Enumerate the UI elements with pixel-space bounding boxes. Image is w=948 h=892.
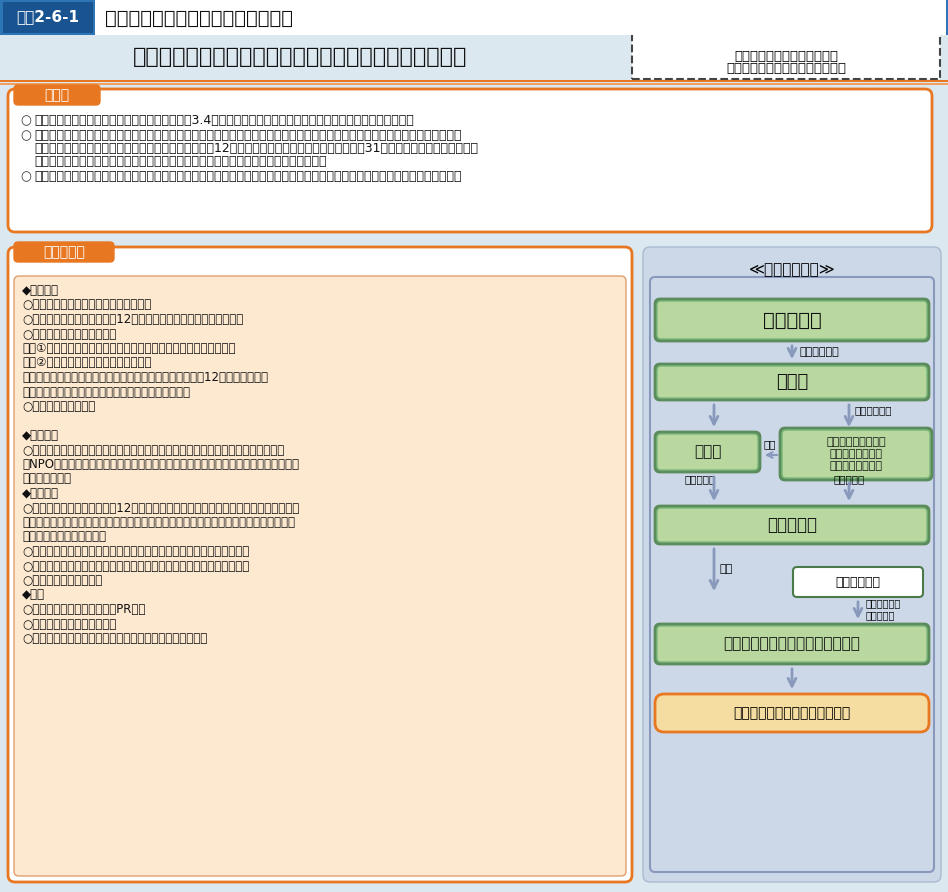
FancyBboxPatch shape <box>8 247 632 882</box>
FancyBboxPatch shape <box>650 277 934 872</box>
Text: ハローワーク: ハローワーク <box>835 575 881 589</box>
Text: 令和４年度以降も、住民の帰還が順次進捗し、帰還等を契機に、こうした避難者や被災後長期的に不安定な雇用状態にあった方: 令和４年度以降も、住民の帰還が順次進捗し、帰還等を契機に、こうした避難者や被災後… <box>34 129 462 142</box>
Text: ○: ○ <box>20 170 31 183</box>
FancyBboxPatch shape <box>793 567 923 597</box>
Text: 福島県: 福島県 <box>694 444 721 459</box>
FancyBboxPatch shape <box>782 430 930 478</box>
Text: 交付金の交付: 交付金の交付 <box>800 347 840 357</box>
Text: ており、帰還者の地元での雇用機会が十分に確保されているとはいえない状況にある。: ており、帰還者の地元での雇用機会が十分に確保されているとはいえない状況にある。 <box>34 155 326 168</box>
Text: ○実施地域：原子力災害被災12市町村及びその出張所等所在自治体: ○実施地域：原子力災害被災12市町村及びその出張所等所在自治体 <box>22 313 244 326</box>
Text: 令和４年度予算額　制度要求: 令和４年度予算額 制度要求 <box>734 49 838 62</box>
Text: ○: ○ <box>20 129 31 142</box>
Text: 事業を委託: 事業を委託 <box>684 474 716 484</box>
Text: 図表2-6-1: 図表2-6-1 <box>16 10 80 24</box>
Text: 趣　旨: 趣 旨 <box>45 88 69 102</box>
Text: ○次の安定雇用への円滑な移行につながる人材育成を併せて実施する。: ○次の安定雇用への円滑な移行につながる人材育成を併せて実施する。 <box>22 545 249 558</box>
FancyBboxPatch shape <box>14 242 114 262</box>
Text: 長引く原子力災害の影響により、依然として約3.4万人の被災者が福島県の内外に避難する状況が続いている。: 長引く原子力災害の影響により、依然として約3.4万人の被災者が福島県の内外に避難… <box>34 114 413 127</box>
Text: 安定を図る。: 安定を図る。 <box>22 473 71 485</box>
Text: 福　島　県　被　災　求　職　者: 福 島 県 被 災 求 職 者 <box>723 637 861 651</box>
Text: 災害対応雇用支援事業以外の仕事に就いていない者: 災害対応雇用支援事業以外の仕事に就いていない者 <box>22 385 190 399</box>
Text: 原子力災害被災１２
市町村及びその出
張所等所在自治体: 原子力災害被災１２ 市町村及びその出 張所等所在自治体 <box>827 436 885 471</box>
FancyBboxPatch shape <box>780 428 932 480</box>
Text: ない事業を対象とする。: ない事業を対象とする。 <box>22 531 106 543</box>
Text: ○: ○ <box>20 114 31 127</box>
Text: 雇用: 雇用 <box>720 564 733 574</box>
Text: 原子力災害対応雇用支援事業の概要: 原子力災害対応雇用支援事業の概要 <box>105 9 293 28</box>
Text: ◆事例: ◆事例 <box>22 589 45 601</box>
FancyBboxPatch shape <box>655 694 929 732</box>
Text: ≪事業スキーム≫: ≪事業スキーム≫ <box>749 262 835 277</box>
FancyBboxPatch shape <box>657 434 758 470</box>
Text: ○雇用期間終了後更新可: ○雇用期間終了後更新可 <box>22 574 102 587</box>
FancyBboxPatch shape <box>655 432 760 472</box>
Text: 基　金: 基 金 <box>775 373 808 391</box>
Text: ○被災児童・生徒のための送迎用スクールバスの添乗業務: ○被災児童・生徒のための送迎用スクールバスの添乗業務 <box>22 632 208 645</box>
Text: が労働市場に流入することが予想されるものの、被災12市町村においては事業所の地元再開率は31％と未だ低い水準にとどまっ: が労働市場に流入することが予想されるものの、被災12市町村においては事業所の地元… <box>34 142 478 155</box>
Text: ○被災地域地場産品風評払拭PR業務: ○被災地域地場産品風評払拭PR業務 <box>22 603 145 616</box>
Text: ◆事業概要: ◆事業概要 <box>22 429 59 442</box>
FancyBboxPatch shape <box>655 624 929 664</box>
FancyBboxPatch shape <box>14 85 100 105</box>
Text: 基金から補助: 基金から補助 <box>855 405 892 415</box>
FancyBboxPatch shape <box>655 299 929 341</box>
Text: ○雇用期間：１年以内: ○雇用期間：１年以内 <box>22 400 95 413</box>
Text: ○対象者：福島県被災求職者: ○対象者：福島県被災求職者 <box>22 327 117 341</box>
Text: 求人・求職の
マッチング: 求人・求職の マッチング <box>866 598 902 620</box>
Text: ○事業費に占める新規に雇用される対象者の人件費割合は１／２以上。: ○事業費に占める新規に雇用される対象者の人件費割合は１／２以上。 <box>22 559 249 573</box>
Text: のいずれかに該当し、かつ過去１年間に原子力災害被災12市町村で原子力: のいずれかに該当し、かつ過去１年間に原子力災害被災12市町村で原子力 <box>22 371 268 384</box>
Text: 事業を委託: 事業を委託 <box>833 474 865 484</box>
Text: こうした方々の雇用が安定するまでの準備期間に限り、次の雇用までの一時的な雇用・就業の場を確保し、生活の安定を図る。: こうした方々の雇用が安定するまでの準備期間に限り、次の雇用までの一時的な雇用・就… <box>34 170 462 183</box>
FancyBboxPatch shape <box>657 508 927 542</box>
Text: NPO等への委託により、雇用・就業機会を創出した上で、人材育成を実施し生活の: NPO等への委託により、雇用・就業機会を創出した上で、人材育成を実施し生活の <box>22 458 299 471</box>
Text: 民間企業等: 民間企業等 <box>767 516 817 534</box>
FancyBboxPatch shape <box>14 276 626 876</box>
FancyBboxPatch shape <box>657 301 927 339</box>
FancyBboxPatch shape <box>655 506 929 544</box>
Text: ○事業開始可能期間：令和４年度末まで: ○事業開始可能期間：令和４年度末まで <box>22 299 152 311</box>
FancyBboxPatch shape <box>643 247 941 882</box>
Text: 厚生労働省: 厚生労働省 <box>762 310 821 329</box>
Bar <box>0 82 948 85</box>
Text: （令和３年度予算額　制度要求）: （令和３年度予算額 制度要求） <box>726 62 846 76</box>
Text: ◆事業内容: ◆事業内容 <box>22 284 59 297</box>
Text: 災害由来の事業であって他の事業で措置できない事業であり、かつ既存事業の振替で: 災害由来の事業であって他の事業で措置できない事業であり、かつ既存事業の振替で <box>22 516 295 529</box>
Text: 要請: 要請 <box>764 439 776 449</box>
Bar <box>0 79 948 82</box>
Bar <box>3 2 93 33</box>
FancyBboxPatch shape <box>657 366 927 398</box>
Text: 事業の概要: 事業の概要 <box>43 245 85 259</box>
Text: ○次の安定雇用までの一時的な雇用の場を求める福島県被災求職者に対し、企業、: ○次の安定雇用までの一時的な雇用の場を求める福島県被災求職者に対し、企業、 <box>22 443 284 457</box>
Text: ○公共施設等放射線測定業務: ○公共施設等放射線測定業務 <box>22 617 117 631</box>
Text: ①原子力災害発生により福島県に所在する事業所を離職した者: ①原子力災害発生により福島県に所在する事業所を離職した者 <box>22 342 235 355</box>
Text: ◆実施要件: ◆実施要件 <box>22 487 59 500</box>
Bar <box>0 0 948 35</box>
Text: ②発災時に福島県に居住していた者: ②発災時に福島県に居住していた者 <box>22 357 152 369</box>
FancyBboxPatch shape <box>657 626 927 662</box>
Text: ○福島県又は原子力災害被災12市町村及びその出張所等所在自治体が実施する原子力: ○福島県又は原子力災害被災12市町村及びその出張所等所在自治体が実施する原子力 <box>22 501 300 515</box>
FancyBboxPatch shape <box>655 364 929 400</box>
FancyBboxPatch shape <box>8 89 932 232</box>
Bar <box>95 0 946 35</box>
Text: 一時的な雇用・就業機会の創出: 一時的な雇用・就業機会の創出 <box>734 706 850 720</box>
Text: 原　子　力　災　害　対　応　雇　用　支　援　事　業: 原 子 力 災 害 対 応 雇 用 支 援 事 業 <box>133 47 467 67</box>
FancyBboxPatch shape <box>632 33 940 79</box>
